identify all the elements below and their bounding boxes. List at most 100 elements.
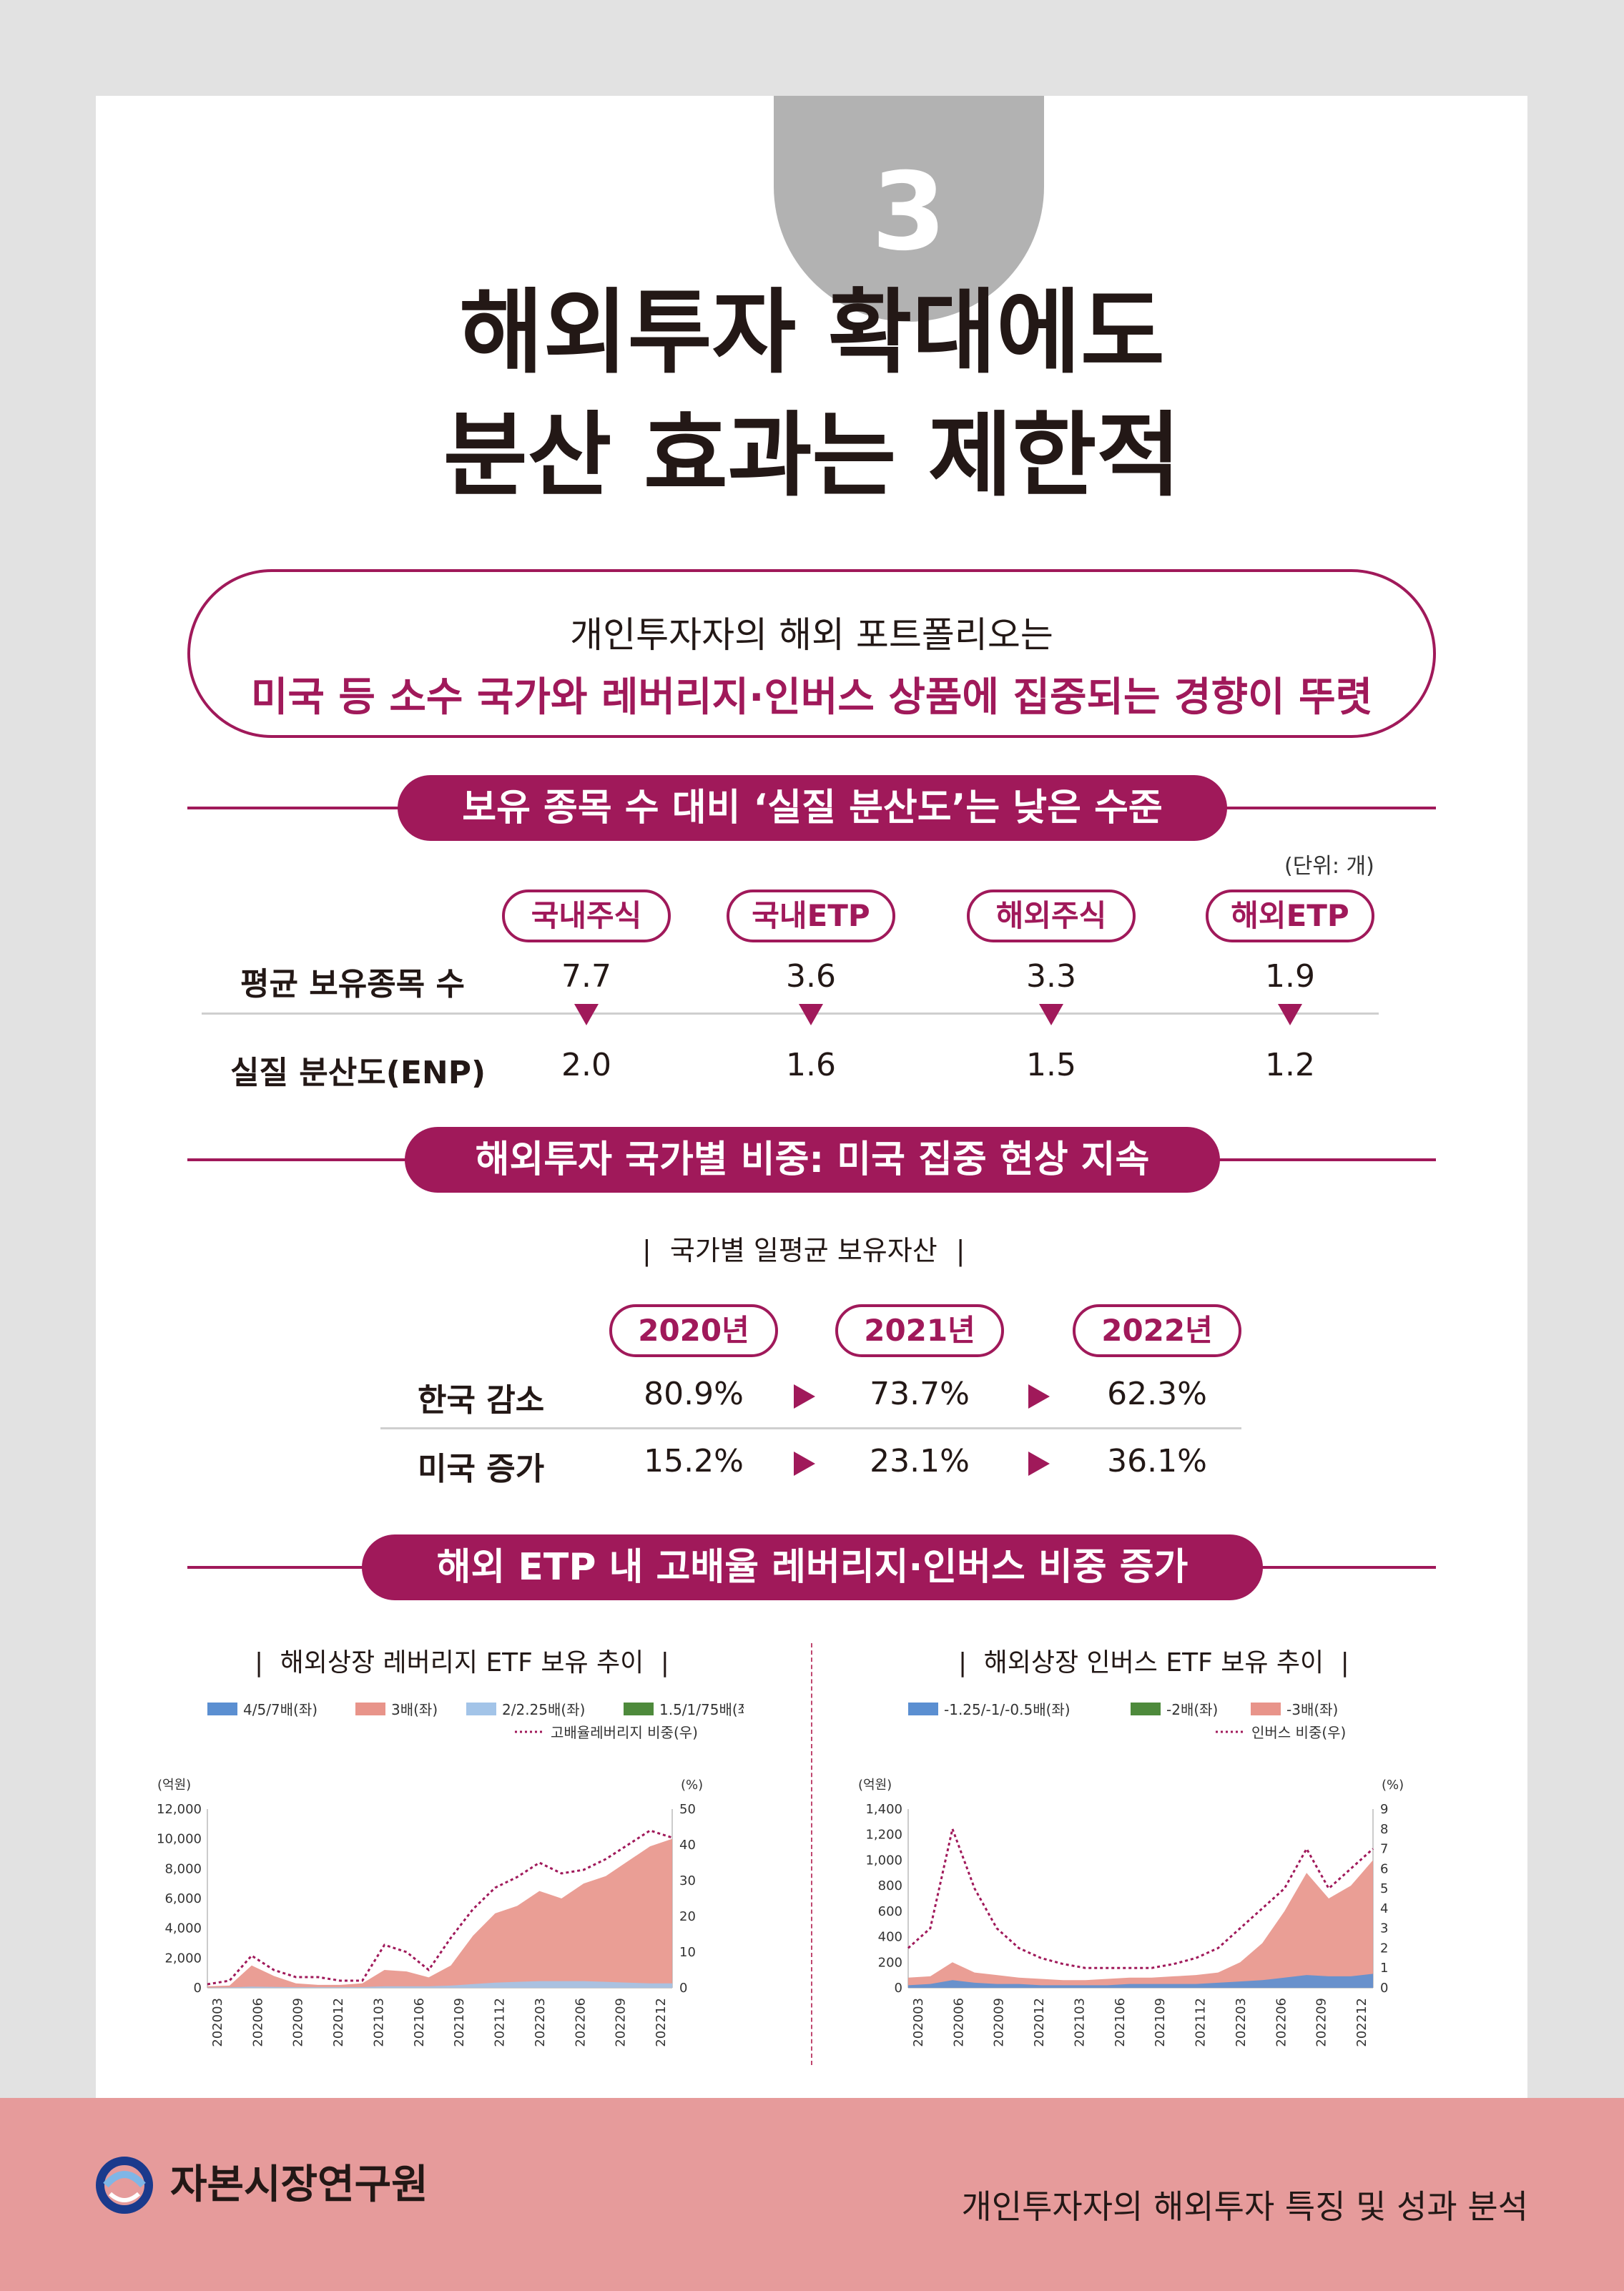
chart-divider	[811, 1643, 812, 2065]
category-foreign-stock: 해외주식	[967, 890, 1136, 942]
section2-divider	[380, 1427, 1241, 1429]
decrease-arrow-icon	[1039, 1004, 1063, 1025]
series-area	[908, 1860, 1373, 1988]
left-unit-label: (억원)	[858, 1778, 892, 1793]
x-tick-label: 202203	[533, 1998, 548, 2047]
x-tick-label: 202009	[992, 1998, 1007, 2047]
summary-box: 개인투자자의 해외 포트폴리오는 미국 등 소수 국가와 레버리지·인버스 상품…	[187, 569, 1436, 738]
y-tick-label: 6,000	[164, 1891, 202, 1906]
legend-swatch	[207, 1703, 237, 1715]
category-domestic-etp: 국내ETP	[727, 890, 895, 942]
y2-tick-label: 40	[679, 1838, 696, 1853]
avg-holdings-value: 3.3	[1026, 958, 1076, 995]
legend-swatch	[1131, 1703, 1161, 1715]
year-pill-2020: 2020년	[609, 1304, 778, 1357]
avg-holdings-value: 3.6	[786, 958, 836, 995]
arrow-right-icon	[1028, 1452, 1050, 1476]
legend-swatch	[466, 1703, 496, 1715]
y-tick-label: 600	[878, 1904, 902, 1919]
us-share-value: 36.1%	[1107, 1443, 1207, 1479]
y-tick-label: 400	[878, 1930, 902, 1945]
section2-caption-group: | 국가별 일평균 보유자산 |	[642, 1228, 965, 1268]
y-tick-label: 4,000	[164, 1921, 202, 1936]
y2-tick-label: 30	[679, 1873, 696, 1888]
korea-decrease-label: 한국 감소	[418, 1382, 545, 1419]
avg-holdings-label: 평균 보유종목 수	[240, 966, 465, 1002]
year-pill-2022: 2022년	[1073, 1304, 1241, 1357]
footer-report-title: 개인투자자의 해외투자 특징 및 성과 분석	[961, 2187, 1528, 2226]
leverage-chart-title: 해외상장 레버리지 ETF 보유 추이	[280, 1648, 644, 1677]
x-tick-label: 202003	[911, 1998, 926, 2047]
y-tick-label: 1,000	[865, 1853, 902, 1868]
y2-tick-label: 1	[1380, 1961, 1388, 1976]
x-tick-label: 202203	[1234, 1998, 1249, 2047]
avg-holdings-value: 7.7	[561, 958, 611, 995]
y-tick-label: 0	[895, 1981, 902, 1996]
y-tick-label: 2,000	[164, 1951, 202, 1966]
y-tick-label: 200	[878, 1955, 902, 1970]
right-unit-label: (%)	[1382, 1778, 1404, 1793]
section2-heading: 해외투자 국가별 비중: 미국 집중 현상 지속	[405, 1127, 1220, 1193]
page-title-line-2: 분산 효과는 제한적	[443, 403, 1181, 509]
x-tick-label: 202206	[1274, 1998, 1289, 2047]
x-tick-label: 202112	[1194, 1998, 1209, 2047]
series-line	[207, 1829, 673, 1986]
y2-tick-label: 7	[1380, 1842, 1388, 1857]
y2-tick-label: 10	[679, 1945, 696, 1960]
y2-tick-label: 5	[1380, 1881, 1388, 1896]
x-tick-label: 202006	[250, 1998, 265, 2047]
x-tick-label: 202209	[614, 1998, 629, 2047]
bar-mark: |	[255, 1648, 264, 1677]
y2-tick-label: 8	[1380, 1822, 1388, 1837]
legend-label: -3배(좌)	[1286, 1701, 1338, 1718]
bar-mark: |	[958, 1648, 968, 1677]
x-tick-label: 202103	[371, 1998, 386, 2047]
leverage-chart-title-group: | 해외상장 레버리지 ETF 보유 추이 |	[255, 1642, 669, 1679]
category-foreign-etp: 해외ETP	[1206, 890, 1374, 942]
section1-heading: 보유 종목 수 대비 ‘실질 분산도’는 낮은 수준	[398, 775, 1227, 841]
y2-tick-label: 20	[679, 1909, 696, 1924]
right-unit-label: (%)	[681, 1778, 703, 1793]
unit-label: (단위: 개)	[1284, 854, 1374, 879]
x-tick-label: 202103	[1072, 1998, 1087, 2047]
y2-tick-label: 6	[1380, 1861, 1388, 1876]
bar-mark: |	[955, 1235, 965, 1266]
legend-label: 인버스 비중(우)	[1251, 1724, 1346, 1741]
us-share-value: 23.1%	[870, 1443, 970, 1479]
korea-share-value: 80.9%	[644, 1376, 744, 1412]
logo-icon	[96, 2157, 153, 2214]
x-tick-label: 202012	[331, 1998, 346, 2047]
x-tick-label: 202212	[654, 1998, 669, 2047]
enp-value: 2.0	[561, 1047, 611, 1083]
y-tick-label: 8,000	[164, 1861, 202, 1876]
enp-label: 실질 분산도(ENP)	[230, 1055, 486, 1091]
x-tick-label: 202109	[1153, 1998, 1168, 2047]
series-area	[207, 1838, 672, 1988]
legend-label: 고배율레버리지 비중(우)	[551, 1724, 698, 1741]
x-tick-label: 202003	[210, 1998, 225, 2047]
korea-share-value: 62.3%	[1107, 1376, 1207, 1412]
legend-swatch	[908, 1703, 938, 1715]
y2-tick-label: 9	[1380, 1802, 1388, 1817]
series-area	[908, 1974, 1373, 1988]
legend-swatch	[355, 1703, 385, 1715]
logo-text: 자본시장연구원	[170, 2162, 428, 2208]
arrow-right-icon	[794, 1384, 815, 1409]
page-title-line-1: 해외투자 확대에도	[459, 280, 1165, 386]
x-tick-label: 202006	[951, 1998, 966, 2047]
legend-label: 3배(좌)	[391, 1701, 438, 1718]
y-tick-label: 1,200	[865, 1828, 902, 1843]
y-tick-label: 12,000	[157, 1802, 202, 1817]
y2-tick-label: 3	[1380, 1921, 1388, 1936]
us-increase-label: 미국 증가	[418, 1451, 545, 1487]
bar-mark: |	[660, 1648, 669, 1677]
x-tick-label: 202106	[1113, 1998, 1128, 2047]
y2-tick-label: 2	[1380, 1941, 1388, 1956]
x-tick-label: 202206	[573, 1998, 588, 2047]
leverage-etf-chart: 4/5/7배(좌) 3배(좌) 2/2.25배(좌) 1.5/1/75배(좌) 고배율레…	[157, 1701, 744, 2047]
bar-mark: |	[642, 1235, 651, 1266]
section2-caption: 국가별 일평균 보유자산	[669, 1235, 938, 1266]
decrease-arrow-icon	[1278, 1004, 1302, 1025]
y-tick-label: 0	[194, 1981, 202, 1996]
arrow-right-icon	[1028, 1384, 1050, 1409]
